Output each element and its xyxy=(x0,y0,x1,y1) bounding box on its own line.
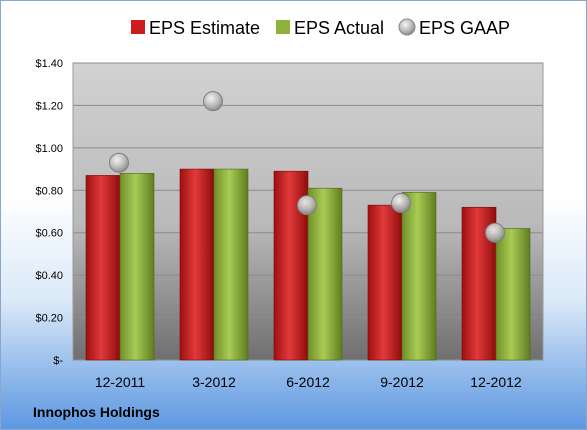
x-category-label: 3-2012 xyxy=(192,374,236,390)
y-tick-label: $0.20 xyxy=(35,313,63,325)
point-eps-gaap xyxy=(109,152,129,173)
bar-eps-actual xyxy=(401,192,437,361)
company-name: Innophos Holdings xyxy=(33,404,160,420)
point-eps-gaap xyxy=(485,222,505,243)
y-tick-label: $1.20 xyxy=(35,100,63,112)
legend-label-eps-estimate: EPS Estimate xyxy=(149,18,260,38)
legend-swatch-eps-actual xyxy=(276,20,290,34)
bar-eps-actual xyxy=(495,228,531,361)
bar-eps-actual xyxy=(307,187,343,361)
x-category-label: 6-2012 xyxy=(286,374,330,390)
y-tick-label: $0.40 xyxy=(35,270,63,282)
y-axis-ticks: $- $0.20 $0.40 $0.60 $0.80 $1.00 $1.20 $1.40 xyxy=(35,58,63,367)
y-tick-label: $1.00 xyxy=(35,143,63,155)
point-eps-gaap xyxy=(203,91,223,112)
bar-eps-estimate xyxy=(367,204,403,361)
y-tick-label: $1.40 xyxy=(35,58,63,70)
point-eps-gaap xyxy=(297,195,317,216)
legend-marker-eps-gaap xyxy=(398,18,416,36)
y-tick-label: $0.60 xyxy=(35,228,63,240)
bar-eps-estimate xyxy=(179,168,215,361)
x-category-label: 12-2012 xyxy=(470,374,522,390)
x-category-label: 9-2012 xyxy=(380,374,424,390)
point-eps-gaap xyxy=(391,193,411,214)
legend: EPS Estimate EPS Actual EPS GAAP xyxy=(131,18,510,38)
gaap-points xyxy=(109,91,505,243)
bar-eps-estimate xyxy=(85,175,121,361)
y-tick-label: $- xyxy=(53,355,63,367)
y-tick-label: $0.80 xyxy=(35,185,63,197)
legend-swatch-eps-estimate xyxy=(131,20,145,34)
bar-eps-actual xyxy=(213,168,249,361)
bar-eps-actual xyxy=(119,173,155,361)
bar-eps-estimate xyxy=(273,170,309,361)
bars xyxy=(85,168,531,361)
legend-label-eps-actual: EPS Actual xyxy=(294,18,384,38)
x-category-label: 12-2011 xyxy=(95,374,146,390)
legend-label-eps-gaap: EPS GAAP xyxy=(419,18,510,38)
x-axis-categories: 12-2011 3-2012 6-2012 9-2012 12-2012 xyxy=(95,374,522,390)
